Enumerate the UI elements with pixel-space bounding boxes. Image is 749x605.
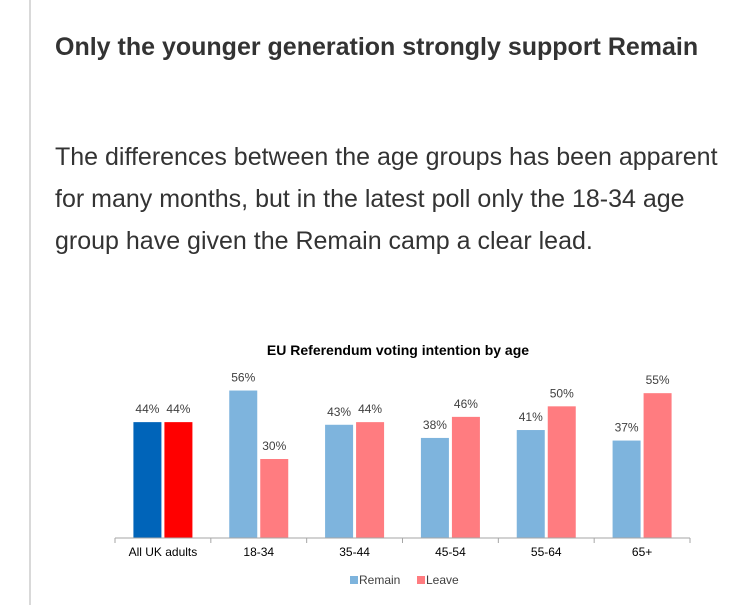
x-tick-label: 55-64	[531, 545, 562, 559]
bar-remain-65-	[612, 440, 641, 538]
legend-label-remain: Remain	[359, 573, 400, 587]
bar-remain-35-44	[325, 424, 354, 538]
legend-swatch-remain	[350, 576, 358, 584]
data-label-remain-45-54: 38%	[423, 418, 447, 432]
bar-remain-55-64	[516, 430, 545, 538]
data-label-remain-65-: 37%	[615, 421, 639, 435]
x-tick-label: 18-34	[243, 545, 274, 559]
bar-remain-all-uk-adults	[133, 422, 162, 538]
bar-leave-65-	[643, 393, 672, 538]
left-border-rule	[29, 0, 31, 605]
chart-x-axis: All UK adults 18-34 35-44 45-54 55-64 65+	[114, 537, 691, 559]
data-label-leave-18-34: 30%	[262, 439, 286, 453]
bar-leave-55-64	[547, 406, 576, 538]
data-label-remain-all-uk-adults: 44%	[135, 402, 159, 416]
data-label-leave-all-uk-adults: 44%	[166, 402, 190, 416]
chart-bars	[133, 390, 672, 538]
article-headline: Only the younger generation strongly sup…	[55, 33, 699, 61]
bar-remain-18-34	[229, 390, 258, 538]
data-label-remain-18-34: 56%	[231, 371, 255, 385]
bar-leave-all-uk-adults	[164, 422, 193, 538]
bar-leave-45-54	[451, 416, 480, 538]
legend-swatch-leave	[417, 576, 425, 584]
x-tick-label: All UK adults	[129, 545, 198, 559]
chart-legend: Remain Leave	[350, 573, 459, 587]
data-label-remain-35-44: 43%	[327, 405, 351, 419]
chart-data-labels: 44% 44% 56% 30% 43% 44% 38% 46% 41% 50% 37% 55%	[135, 371, 670, 453]
article-body: The differences between the age groups h…	[55, 143, 718, 255]
x-tick-label: 35-44	[339, 545, 370, 559]
bar-leave-18-34	[260, 459, 289, 538]
data-label-leave-65-: 55%	[646, 373, 670, 387]
bar-leave-35-44	[356, 422, 385, 538]
x-tick-label: 65+	[632, 545, 652, 559]
bar-remain-45-54	[420, 437, 449, 538]
x-tick-label: 45-54	[435, 545, 466, 559]
data-label-leave-45-54: 46%	[454, 397, 478, 411]
data-label-leave-35-44: 44%	[358, 402, 382, 416]
data-label-remain-55-64: 41%	[519, 410, 543, 424]
data-label-leave-55-64: 50%	[550, 386, 574, 400]
chart-title: EU Referendum voting intention by age	[267, 342, 529, 358]
legend-label-leave: Leave	[426, 573, 459, 587]
